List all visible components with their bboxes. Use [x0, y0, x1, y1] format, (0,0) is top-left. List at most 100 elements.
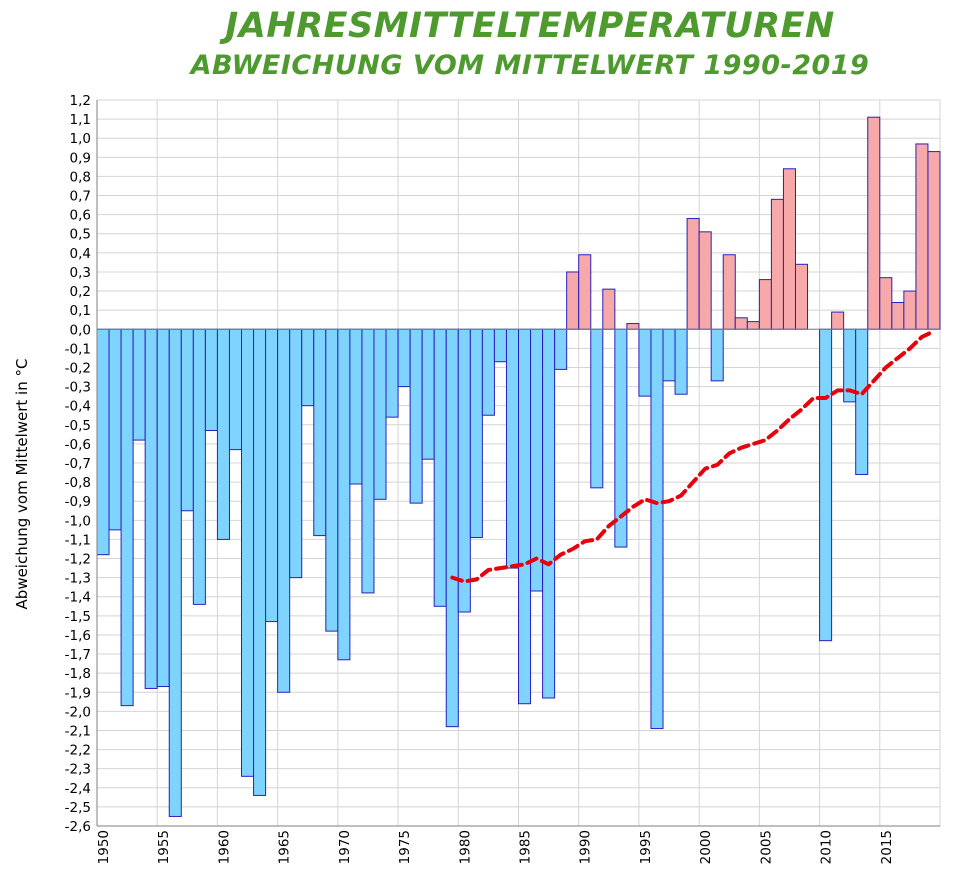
bar-1978	[433, 328, 447, 607]
y-tick-label: -0,7	[65, 456, 91, 472]
bar-1963	[253, 328, 267, 796]
bar-2001	[710, 328, 724, 382]
bar-2017	[903, 290, 917, 330]
y-tick-label: -2,4	[65, 781, 91, 797]
y-tick-label: -2,1	[65, 723, 91, 739]
x-tick-label: 1955	[156, 830, 172, 864]
bar-1984	[505, 328, 520, 569]
bar-1975	[397, 328, 411, 388]
x-tick-label: 1990	[578, 830, 594, 864]
bar-1973	[373, 328, 387, 500]
bar-1982	[481, 328, 495, 416]
chart-subtitle: ABWEICHUNG VOM MITTELWERT 1990-2019	[190, 50, 870, 81]
x-tick-label: 2010	[819, 830, 835, 864]
y-tick-label: 0,0	[70, 322, 91, 338]
bar-1988	[554, 328, 568, 370]
y-tick-label: 0,5	[70, 227, 91, 243]
y-tick-label: -0,6	[65, 437, 91, 453]
bar-1985	[518, 328, 532, 705]
bar-2004	[746, 321, 760, 330]
x-tick-label: 1950	[96, 830, 112, 864]
bar-2014	[867, 116, 881, 330]
y-axis-label: Abweichung vom Mittelwert in °C	[13, 359, 31, 610]
bar-1967	[301, 328, 315, 407]
bar-1971	[349, 328, 363, 485]
x-tick-label: 1975	[397, 830, 413, 864]
axes-group	[96, 100, 940, 827]
y-tick-label: -1,8	[65, 666, 91, 682]
y-tick-label: 0,9	[70, 150, 91, 166]
bar-1958	[192, 328, 206, 605]
y-tick-label: 0,1	[70, 303, 91, 319]
bar-1987	[542, 328, 556, 699]
y-tick-label: 0,3	[70, 265, 91, 281]
bar-1960	[216, 328, 230, 540]
bar-1991	[590, 328, 604, 489]
y-tick-label: -1,9	[65, 685, 91, 701]
bar-2005	[758, 279, 772, 330]
y-tick-label: -1,6	[65, 628, 91, 644]
y-tick-label: -2,6	[65, 819, 91, 835]
y-tick-label: 0,8	[70, 169, 91, 185]
x-tick-label: 2000	[698, 830, 714, 864]
bar-2010	[819, 328, 833, 642]
bar-1997	[662, 328, 676, 382]
bar-1950	[96, 328, 110, 556]
bar-2011	[831, 311, 845, 330]
y-tick-label: -2,0	[65, 704, 91, 720]
bar-1965	[277, 328, 291, 693]
bar-1980	[457, 328, 471, 613]
y-tick-label: 0,4	[70, 246, 91, 262]
bar-2006	[770, 198, 784, 330]
x-tick-labels: 1950 1955 1960 1965 1970 1975 1980 1985 1990 1995…	[96, 830, 895, 864]
bar-1952	[120, 328, 134, 707]
bar-1996	[650, 328, 664, 730]
bar-1954	[144, 328, 158, 689]
bar-1990	[578, 254, 592, 330]
bar-1981	[469, 328, 483, 539]
bar-1953	[132, 328, 146, 441]
y-tick-label: -1,2	[65, 552, 91, 568]
bar-1989	[566, 271, 580, 330]
y-tick-label: 1,0	[70, 131, 91, 147]
bar-1976	[409, 328, 423, 504]
bar-1968	[313, 328, 327, 537]
y-tick-label: -0,3	[65, 380, 91, 396]
y-tick-label: -1,1	[65, 532, 91, 548]
bar-1959	[204, 328, 218, 432]
y-tick-label: -1,4	[65, 590, 91, 606]
bar-1970	[337, 328, 351, 661]
bar-2013	[855, 328, 869, 475]
bar-1992	[602, 288, 616, 330]
y-tick-label: -0,4	[65, 399, 91, 415]
bar-1983	[493, 328, 507, 363]
bar-1995	[638, 328, 652, 397]
bar-2019	[927, 151, 941, 330]
y-tick-label: -2,3	[65, 762, 91, 778]
chart-title: JAHRESMITTELTEMPERATUREN	[225, 6, 835, 46]
y-tick-label: 0,6	[70, 208, 91, 224]
bar-1951	[108, 328, 122, 531]
bar-2003	[734, 317, 748, 330]
bar-1977	[421, 328, 435, 460]
bar-1972	[361, 328, 375, 594]
y-tick-label: 0,2	[70, 284, 91, 300]
bar-1964	[265, 328, 279, 623]
bar-1979	[445, 328, 459, 728]
y-tick-label: -2,2	[65, 743, 91, 759]
trend-line-group	[450, 329, 936, 584]
bar-1986	[530, 328, 544, 592]
bar-1998	[674, 328, 688, 395]
bar-1994	[626, 323, 640, 330]
bar-1974	[385, 328, 399, 418]
bar-1961	[228, 328, 243, 451]
bar-1955	[156, 328, 170, 688]
bar-1966	[289, 328, 303, 579]
bar-1962	[241, 328, 255, 777]
bar-2007	[782, 168, 796, 330]
y-tick-label: -1,0	[65, 513, 91, 529]
bar-1969	[325, 328, 339, 632]
x-tick-label: 1960	[216, 830, 232, 864]
bar-1957	[180, 328, 194, 512]
